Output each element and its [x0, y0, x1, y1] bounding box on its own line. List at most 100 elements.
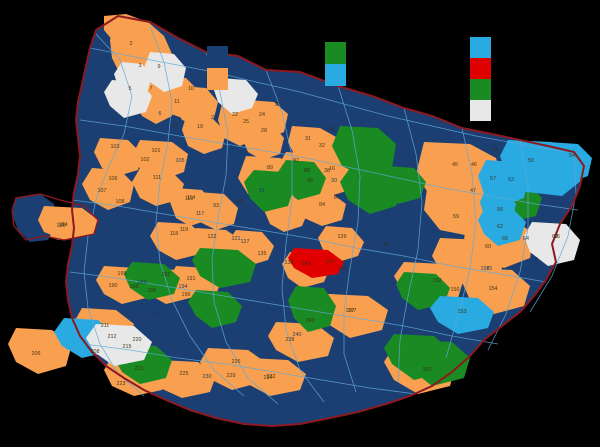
constituency-label: 20: [211, 115, 217, 121]
constituency-label: 16: [329, 166, 335, 172]
constituency-label: 212: [108, 334, 117, 340]
constituency-label: 243: [306, 318, 315, 324]
region-orange-s5[interactable]: [8, 328, 72, 374]
region-orange-n8[interactable]: [182, 116, 226, 154]
legend-swatch-1-1[interactable]: [207, 46, 228, 68]
legend-swatch-3-3[interactable]: [470, 79, 491, 100]
constituency-label: 19: [197, 124, 203, 130]
constituency-label: 114: [187, 195, 196, 201]
constituency-label: 50: [528, 158, 534, 164]
constituency-label: 121: [232, 236, 241, 242]
constituency-label: 97: [293, 158, 299, 164]
legend-swatch-1-2[interactable]: [207, 68, 228, 90]
region-orange-n6[interactable]: [174, 86, 218, 126]
constituency-label: 127: [241, 239, 250, 245]
constituency-label: 152: [433, 278, 442, 284]
constituency-label: 240: [293, 332, 302, 338]
constituency-label: 215: [123, 344, 132, 350]
constituency-label: 135: [258, 251, 267, 257]
constituency-label: 150: [451, 287, 460, 293]
western-exclave[interactable]: [12, 194, 98, 242]
exclave-border: [11, 193, 99, 241]
region-green-6[interactable]: [124, 262, 180, 300]
constituency-label: 147: [326, 259, 335, 265]
constituency-label: 47: [470, 188, 476, 194]
constituency-label: 73: [486, 266, 492, 272]
constituency-label: 51: [492, 147, 498, 153]
constituency-label: 234: [264, 375, 273, 381]
constituency-label: 208: [91, 349, 100, 355]
legend-swatch-3-4[interactable]: [470, 100, 491, 121]
constituency-label: 54: [569, 153, 575, 159]
constituency-label: 221: [135, 366, 144, 372]
region-orange-w3[interactable]: [82, 168, 134, 210]
constituency-label: 111: [153, 175, 161, 181]
constituency-label: 22: [232, 112, 238, 118]
legend-swatch-3-2[interactable]: [470, 58, 491, 79]
region-green-5[interactable]: [192, 248, 256, 288]
region-orange-s10[interactable]: [268, 322, 334, 362]
constituency-label: 59: [453, 214, 459, 220]
region-orange-w4[interactable]: [132, 168, 184, 206]
constituency-label: 60: [485, 244, 491, 250]
region-green-7[interactable]: [188, 290, 242, 328]
region-white-4[interactable]: [86, 324, 152, 366]
constituency-label: 211: [101, 323, 110, 329]
constituency-label: 232: [267, 374, 276, 380]
constituency-label: 53: [508, 177, 514, 183]
constituency-label: 89: [267, 165, 273, 171]
region-orange-w2[interactable]: [94, 138, 142, 176]
region-white-1[interactable]: [144, 52, 186, 92]
region-cyan-4[interactable]: [478, 206, 526, 246]
legend-swatch-3-1[interactable]: [470, 37, 491, 58]
region-shapes[interactable]: [8, 14, 592, 428]
state-border: [64, 14, 586, 428]
region-green-12[interactable]: [404, 340, 470, 386]
constituency-label: 191: [187, 276, 196, 282]
region-green-14[interactable]: [378, 166, 426, 204]
legend-group-2: [325, 42, 346, 86]
constituency-label: 23: [275, 102, 281, 108]
constituency-label: 226: [232, 359, 241, 365]
constituency-label: 33: [328, 127, 334, 133]
exclave-orange[interactable]: [38, 206, 98, 240]
constituency-label: 31: [305, 136, 311, 142]
legend-swatch-2-2[interactable]: [325, 64, 346, 86]
constituency-label: 5: [129, 86, 132, 92]
constituency-label: 24: [259, 112, 265, 118]
constituency-label: 199: [118, 271, 127, 277]
constituency-label: 88: [304, 168, 310, 174]
constituency-label: 96: [307, 178, 313, 184]
legend-group-1: [207, 46, 228, 90]
constituency-label: 146: [338, 266, 347, 272]
region-cyan-5[interactable]: [430, 296, 494, 334]
region-red-1[interactable]: [288, 248, 344, 278]
constituency-label: 138: [285, 260, 294, 266]
constituency-label: 186: [57, 223, 66, 229]
region-green-8[interactable]: [288, 286, 336, 332]
region-orange-s9[interactable]: [240, 358, 306, 396]
legend-group-3: [470, 37, 491, 121]
constituency-label: 206: [32, 351, 41, 357]
constituency-label: 119: [180, 227, 189, 233]
region-cyan-7[interactable]: [542, 142, 592, 184]
constituency-label: 6: [159, 111, 162, 117]
constituency-label: 107: [98, 188, 107, 194]
region-orange-w5[interactable]: [150, 222, 206, 260]
constituency-label: 87: [334, 195, 340, 201]
constituency-label: 198: [130, 284, 139, 290]
constituency-label: 153: [458, 309, 467, 315]
region-orange-c5[interactable]: [296, 190, 346, 226]
region-green-1[interactable]: [332, 126, 396, 178]
region-orange-n11[interactable]: [242, 122, 284, 160]
region-green-4[interactable]: [244, 170, 294, 212]
constituency-label: 10: [188, 86, 194, 92]
constituency-label: 93: [213, 203, 219, 209]
constituency-label: 30: [331, 178, 337, 184]
constituency-label: 105: [176, 158, 185, 164]
constituency-label: 116: [185, 196, 194, 202]
legend-swatch-2-1[interactable]: [325, 42, 346, 64]
